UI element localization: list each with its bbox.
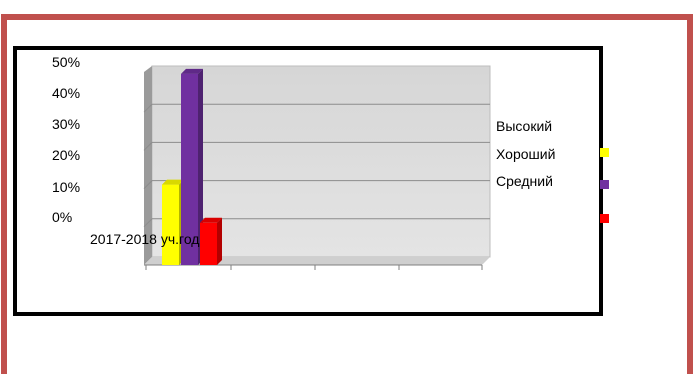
- grid-line: [143, 142, 153, 151]
- bar-front: [200, 222, 217, 265]
- y-tick-label: 10%: [52, 179, 80, 195]
- y-tick-label: 50%: [52, 54, 80, 70]
- y-tick-label: 30%: [52, 116, 80, 132]
- legend-label: Средний: [496, 173, 553, 189]
- bar-chart: 50% 40% 30% 20% 10% 0% 2017-2018 уч.год …: [52, 54, 609, 270]
- legend-label: Высокий: [496, 118, 552, 134]
- plot-floor: [144, 257, 490, 265]
- legend-swatch: [600, 214, 609, 223]
- legend-label: Хороший: [496, 146, 555, 162]
- bar: [200, 217, 222, 265]
- legend: Высокий Хороший Средний: [496, 118, 609, 223]
- bar-top: [162, 179, 184, 185]
- bar: [162, 179, 184, 265]
- bar-front: [181, 73, 198, 265]
- grid-line: [143, 218, 153, 228]
- bar-front: [162, 184, 179, 265]
- bar-top: [200, 217, 222, 223]
- bar-side: [217, 217, 222, 265]
- bars-group: [162, 68, 222, 265]
- legend-swatch: [600, 148, 609, 157]
- legend-swatch: [600, 180, 609, 189]
- y-tick-label: 20%: [52, 147, 80, 163]
- bar-top: [181, 68, 203, 74]
- plot-side-wall: [144, 66, 152, 265]
- y-tick-label: 40%: [52, 85, 80, 101]
- outer-frame: [1, 14, 693, 374]
- x-category-label: 2017-2018 уч.год: [90, 231, 199, 247]
- grid-line: [143, 103, 153, 113]
- y-tick-label: 0%: [52, 209, 72, 225]
- grid-lines: [143, 103, 490, 228]
- bar: [181, 68, 203, 265]
- bar-side: [198, 68, 203, 265]
- grid-line: [143, 180, 153, 189]
